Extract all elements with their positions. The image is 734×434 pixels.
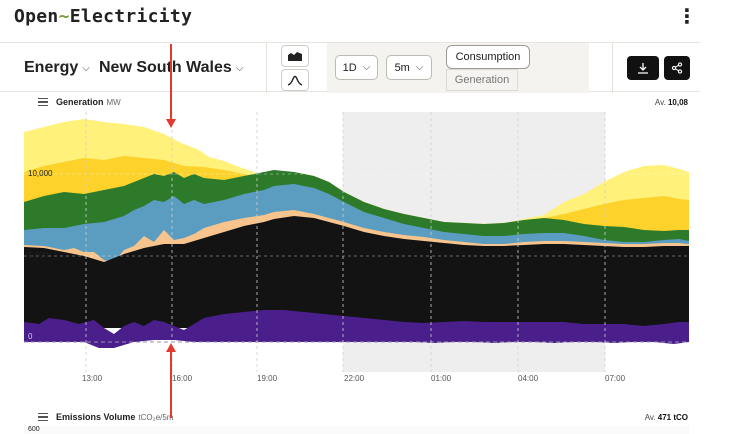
interval-selector[interactable]: 5m ⌵	[386, 55, 432, 80]
generation-average: Av. 10,08	[655, 98, 688, 107]
download-icon	[638, 63, 648, 74]
menu-icon[interactable]	[38, 413, 48, 421]
annotation-arrow-down	[166, 44, 176, 128]
y-label-5000: 5,000	[28, 251, 49, 260]
x-label: 04:00	[518, 374, 539, 383]
average-value: 10,08	[667, 97, 688, 107]
emissions-chart[interactable]: 600	[24, 426, 689, 434]
annotation-arrow-up	[166, 343, 176, 418]
chevron-down-icon: ⌵	[235, 62, 244, 74]
logo-text-right: Electricity	[69, 6, 193, 27]
line-chart-icon[interactable]	[281, 69, 309, 91]
generation-panel-header: Generation MW Av. 10,08	[24, 92, 688, 112]
metric-selector-label: Energy	[24, 59, 79, 76]
exports-area	[24, 310, 689, 348]
x-label: 07:00	[605, 374, 626, 383]
x-gridlines	[85, 112, 606, 372]
generation-title: Generation	[56, 97, 104, 107]
arrowhead-up-icon	[166, 343, 176, 352]
y-label-0: 0	[28, 332, 33, 341]
metric-selector[interactable]: Energy ⌵	[24, 59, 90, 77]
consumption-toggle[interactable]: Consumption	[446, 45, 530, 69]
x-label: 19:00	[257, 374, 278, 383]
kebab-menu-icon[interactable]: ⋮	[677, 4, 697, 28]
range-selector[interactable]: 1D ⌵	[335, 55, 378, 80]
emissions-average: Av. 471 tCO	[645, 413, 688, 422]
x-label: 22:00	[344, 374, 365, 383]
emissions-unit: tCO₂e/5m	[138, 412, 174, 422]
area-chart-icon[interactable]	[281, 45, 309, 67]
app-logo[interactable]: Open~Electricity	[14, 6, 192, 27]
interval-selector-label: 5m	[394, 61, 410, 74]
logo-text-left: Open	[14, 6, 59, 27]
average-prefix: Av.	[644, 412, 656, 422]
x-label: 13:00	[82, 374, 103, 383]
generation-chart-svg: 10,000 5,000 0 13:00 16:00 19:00 22:00 0…	[24, 112, 689, 404]
emissions-title: Emissions Volume	[56, 412, 136, 422]
logo-wave-mark: ~	[58, 6, 70, 27]
toolbar: Energy ⌵ New South Wales ⌵ 1D ⌵ 5m ⌵ Con…	[0, 42, 700, 93]
chevron-down-icon: ⌵	[362, 62, 371, 73]
emissions-y-label: 600	[28, 426, 40, 433]
generation-unit: MW	[106, 97, 121, 107]
x-label: 16:00	[172, 374, 193, 383]
average-value: 471 tCO	[657, 412, 688, 422]
coal-area	[24, 216, 689, 328]
menu-icon[interactable]	[38, 98, 48, 106]
average-prefix: Av.	[654, 97, 666, 107]
y-label-10000: 10,000	[28, 169, 53, 178]
arrowhead-down-icon	[166, 119, 176, 128]
chevron-down-icon: ⌵	[82, 62, 90, 74]
toolbar-divider	[612, 43, 613, 93]
toolbar-divider	[266, 43, 267, 93]
x-label: 01:00	[431, 374, 452, 383]
download-button[interactable]	[627, 56, 659, 80]
emissions-panel-header: Emissions Volume tCO₂e/5m Av. 471 tCO	[24, 407, 688, 427]
region-selector-label: New South Wales	[99, 59, 232, 76]
top-bar: Open~Electricity ⋮	[0, 0, 734, 42]
range-selector-label: 1D	[342, 61, 357, 74]
generation-chart[interactable]: 10,000 5,000 0 13:00 16:00 19:00 22:00 0…	[24, 112, 689, 404]
chevron-down-icon: ⌵	[415, 62, 424, 73]
generation-toggle[interactable]: Generation	[446, 69, 518, 91]
region-selector[interactable]: New South Wales ⌵	[99, 59, 243, 77]
share-button[interactable]	[664, 56, 690, 80]
share-icon	[671, 62, 683, 74]
